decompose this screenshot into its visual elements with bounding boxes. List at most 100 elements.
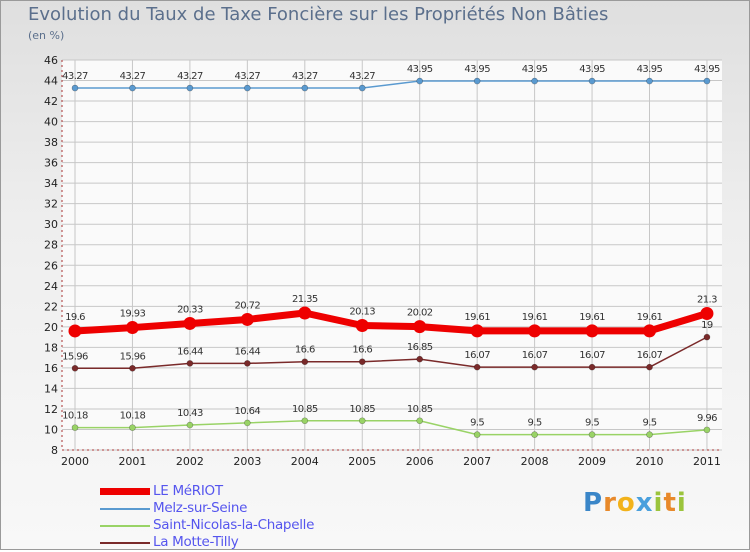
data-point-melz — [301, 84, 309, 92]
data-point-le-meriot — [125, 321, 139, 335]
data-label-le-meriot: 21.3 — [697, 295, 717, 306]
data-point-melz — [473, 77, 481, 85]
unit-label: (en %) — [28, 29, 65, 42]
legend-label-le-meriot: LE MéRIOT — [153, 483, 223, 499]
data-label-melz: 43.95 — [522, 64, 548, 75]
data-point-saint-nicolas — [416, 417, 424, 425]
data-label-saint-nicolas: 9.96 — [697, 413, 717, 424]
data-point-saint-nicolas — [531, 431, 538, 438]
data-label-la-motte: 16.6 — [352, 345, 372, 356]
data-label-le-meriot: 19.61 — [637, 312, 663, 323]
x-tick-label: 2002 — [176, 455, 204, 468]
plot-area — [62, 60, 722, 450]
data-point-le-meriot — [183, 316, 197, 330]
y-tick-label: 46 — [44, 54, 58, 67]
x-tick-label: 2003 — [233, 455, 261, 468]
x-tick-label: 2011 — [693, 455, 721, 468]
data-point-le-meriot — [298, 306, 312, 320]
data-label-le-meriot: 19.61 — [464, 312, 490, 323]
data-point-le-meriot — [413, 320, 427, 334]
legend-label-la-motte: La Motte-Tilly — [153, 534, 239, 550]
y-tick-label: 32 — [44, 198, 58, 211]
x-tick-label: 2004 — [291, 455, 319, 468]
data-point-la-motte — [473, 363, 481, 371]
data-label-melz: 43.95 — [407, 64, 433, 75]
data-point-saint-nicolas — [358, 417, 366, 425]
y-tick-label: 24 — [44, 280, 58, 293]
legend-swatch-le-meriot — [100, 488, 150, 495]
data-point-saint-nicolas — [186, 421, 194, 429]
data-label-melz: 43.27 — [120, 71, 146, 82]
data-point-la-motte — [186, 360, 194, 367]
data-label-la-motte: 19 — [701, 320, 713, 331]
y-tick-label: 18 — [44, 341, 58, 354]
data-label-saint-nicolas: 10.85 — [349, 404, 375, 415]
y-tick-label: 40 — [44, 116, 58, 129]
data-point-melz — [416, 77, 424, 85]
data-label-le-meriot: 20.33 — [177, 304, 203, 315]
data-point-saint-nicolas — [473, 431, 481, 438]
data-label-la-motte: 16.07 — [522, 350, 548, 361]
data-point-melz — [531, 77, 538, 85]
data-label-le-meriot: 20.72 — [235, 300, 261, 311]
data-label-melz: 43.95 — [637, 64, 663, 75]
data-label-saint-nicolas: 10.43 — [177, 408, 203, 419]
data-point-la-motte — [129, 365, 136, 372]
data-point-melz — [703, 77, 711, 85]
data-label-melz: 43.27 — [62, 71, 88, 82]
data-point-la-motte — [531, 363, 538, 371]
data-point-saint-nicolas — [301, 417, 309, 425]
series-line-la-motte — [75, 336, 708, 370]
data-point-la-motte — [71, 365, 79, 372]
data-label-melz: 43.27 — [177, 71, 203, 82]
data-point-la-motte — [646, 363, 653, 371]
data-label-la-motte: 15.96 — [120, 351, 146, 362]
legend-swatch-la-motte — [100, 542, 150, 544]
data-point-le-meriot — [585, 324, 599, 338]
data-label-la-motte: 15.96 — [62, 351, 88, 362]
legend-swatch-saint-nicolas — [100, 525, 150, 527]
proxiti-logo: Proxiti — [583, 488, 687, 518]
series-line-saint-nicolas — [75, 420, 708, 436]
data-label-la-motte: 16.07 — [637, 350, 663, 361]
y-tick-label: 38 — [44, 136, 58, 149]
x-tick-label: 2001 — [118, 455, 146, 468]
data-label-saint-nicolas: 9.5 — [585, 418, 599, 429]
x-tick-label: 2008 — [521, 455, 549, 468]
data-point-le-meriot — [643, 324, 656, 338]
y-tick-label: 36 — [44, 157, 58, 170]
y-tick-label: 42 — [44, 95, 58, 108]
data-point-la-motte — [358, 358, 366, 366]
data-point-la-motte — [703, 333, 711, 341]
data-label-saint-nicolas: 10.85 — [407, 404, 433, 415]
y-tick-label: 20 — [44, 321, 58, 334]
data-point-melz — [129, 84, 136, 92]
data-point-le-meriot — [355, 319, 369, 333]
y-tick-label: 22 — [44, 300, 58, 313]
data-point-le-meriot — [240, 312, 254, 326]
legend-label-saint-nicolas: Saint-Nicolas-la-Chapelle — [153, 517, 315, 533]
data-point-le-meriot — [700, 307, 714, 320]
x-tick-label: 2005 — [348, 455, 376, 468]
data-label-saint-nicolas: 9.5 — [642, 418, 656, 429]
y-tick-label: 14 — [44, 382, 58, 395]
chart-title: Evolution du Taux de Taxe Foncière sur l… — [28, 4, 609, 25]
data-label-melz: 43.27 — [235, 71, 261, 82]
data-point-saint-nicolas — [129, 424, 136, 431]
y-tick-label: 26 — [44, 259, 58, 272]
data-label-saint-nicolas: 9.5 — [528, 418, 542, 429]
y-tick-label: 10 — [44, 423, 58, 436]
data-label-le-meriot: 19.61 — [579, 312, 605, 323]
data-point-la-motte — [301, 358, 309, 366]
y-tick-label: 28 — [44, 239, 58, 252]
data-label-la-motte: 16.85 — [407, 342, 433, 353]
y-tick-label: 8 — [51, 444, 58, 457]
data-label-melz: 43.95 — [579, 64, 605, 75]
data-label-le-meriot: 19.6 — [65, 312, 85, 323]
data-label-saint-nicolas: 10.85 — [292, 404, 318, 415]
data-point-melz — [71, 84, 79, 92]
y-tick-label: 34 — [44, 177, 58, 190]
data-label-la-motte: 16.44 — [235, 346, 261, 357]
x-tick-label: 2000 — [61, 455, 89, 468]
